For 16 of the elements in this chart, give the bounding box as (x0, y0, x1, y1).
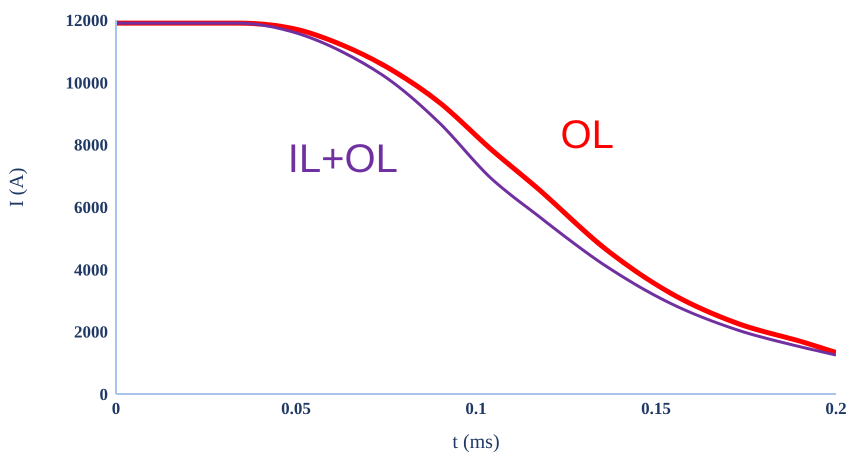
y-tick-label: 6000 (74, 198, 108, 218)
y-tick-label: 4000 (74, 260, 108, 280)
series-label: IL+OL (288, 137, 398, 182)
x-tick-label: 0.1 (465, 399, 487, 418)
y-tick-label: 0 (100, 385, 108, 404)
y-tick-label: 10000 (66, 73, 108, 92)
x-axis-title: t (ms) (452, 431, 500, 453)
y-tick-label: 8000 (74, 136, 108, 155)
y-tick-label: 12000 (66, 11, 108, 30)
x-tick-label: 0 (112, 399, 120, 418)
x-tick-label: 0.05 (281, 399, 311, 418)
series-label: OL (560, 112, 614, 157)
x-tick-label: 0.2 (825, 399, 847, 418)
x-tick-label: 0.15 (641, 399, 671, 418)
y-tick-label: 2000 (74, 322, 108, 342)
y-axis-title: I (A) (6, 168, 28, 207)
